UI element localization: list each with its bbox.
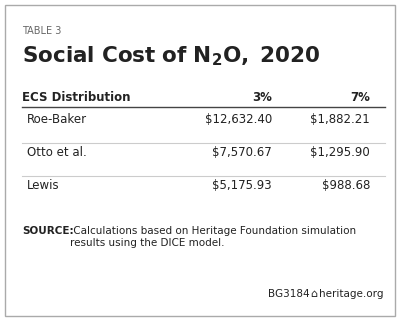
Text: SOURCE:: SOURCE: xyxy=(22,226,74,236)
Text: ⌂: ⌂ xyxy=(310,289,317,299)
Text: 3%: 3% xyxy=(252,91,272,104)
Text: $1,295.90: $1,295.90 xyxy=(310,146,370,159)
Text: Lewis: Lewis xyxy=(27,179,60,192)
Text: Roe-Baker: Roe-Baker xyxy=(27,113,87,126)
Text: TABLE 3: TABLE 3 xyxy=(22,26,61,36)
Text: $988.68: $988.68 xyxy=(322,179,370,192)
Text: heritage.org: heritage.org xyxy=(318,289,383,299)
Text: $7,570.67: $7,570.67 xyxy=(212,146,272,159)
Text: $1,882.21: $1,882.21 xyxy=(310,113,370,126)
Text: 7%: 7% xyxy=(350,91,370,104)
Text: ECS Distribution: ECS Distribution xyxy=(22,91,130,104)
Text: $12,632.40: $12,632.40 xyxy=(205,113,272,126)
Text: $5,175.93: $5,175.93 xyxy=(212,179,272,192)
Text: Calculations based on Heritage Foundation simulation
results using the DICE mode: Calculations based on Heritage Foundatio… xyxy=(70,226,356,247)
Text: BG3184: BG3184 xyxy=(268,289,310,299)
Text: $\bf{Social\ Cost\ of\ N_2O,\ 2020}$: $\bf{Social\ Cost\ of\ N_2O,\ 2020}$ xyxy=(22,44,320,68)
Text: Otto et al.: Otto et al. xyxy=(27,146,87,159)
